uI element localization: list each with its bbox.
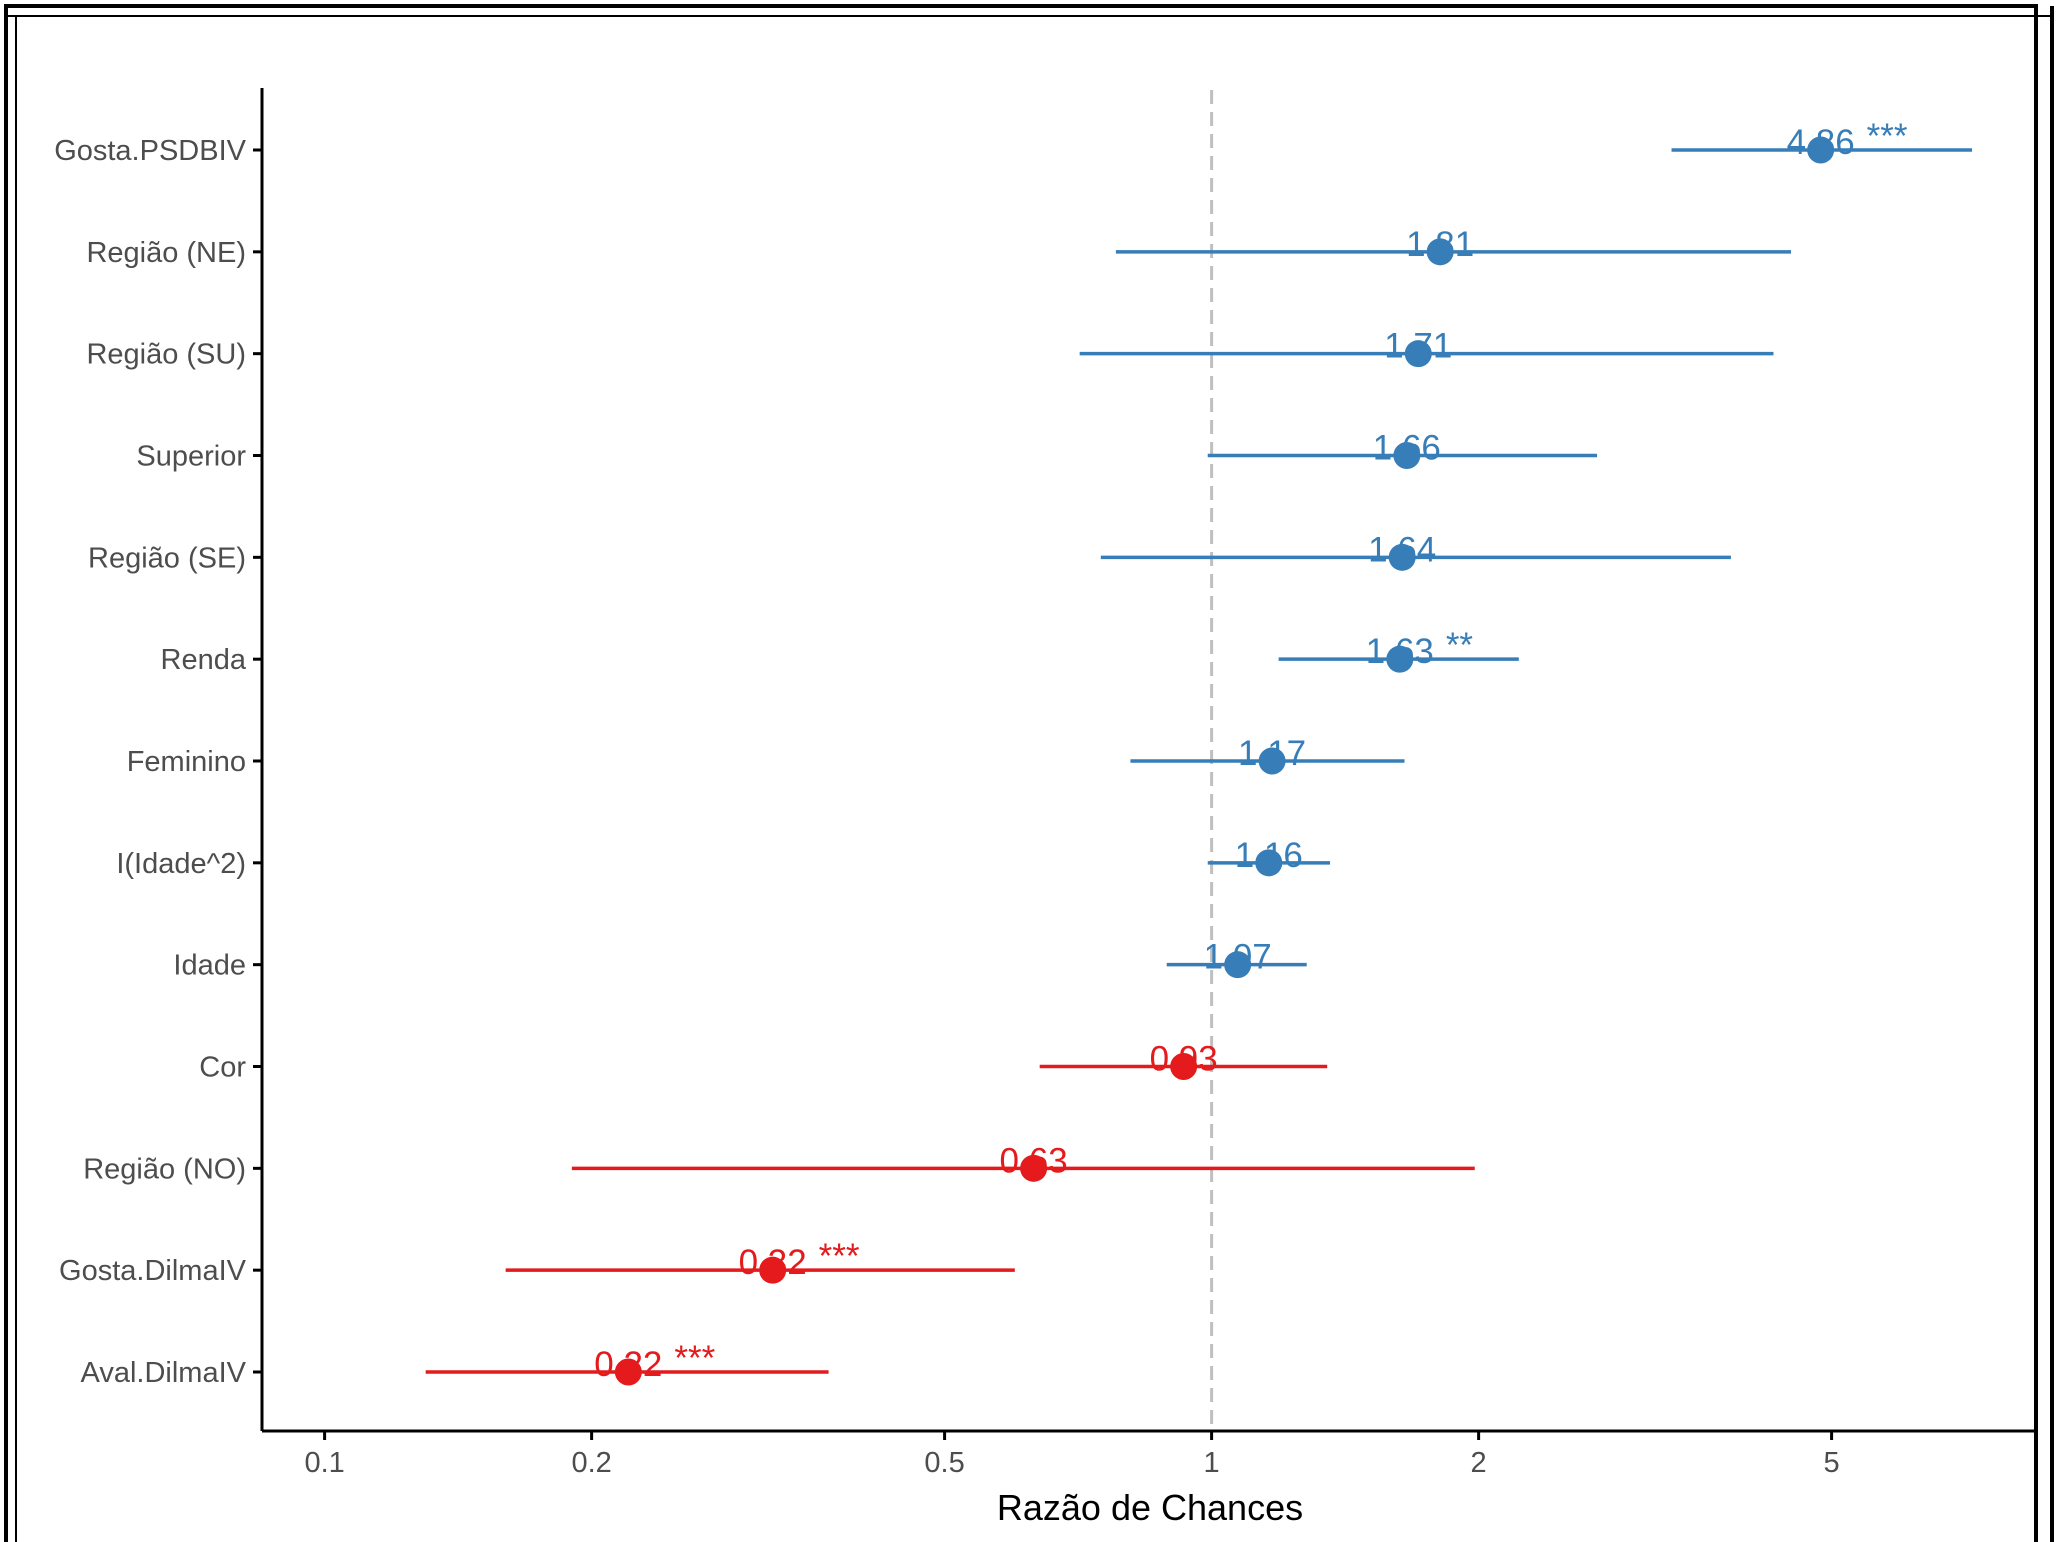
estimate-point <box>1807 136 1835 164</box>
estimate-point <box>1388 543 1416 571</box>
y-tick-label: Gosta.DilmaIV <box>59 1255 247 1287</box>
significance-stars: ** <box>1446 626 1474 665</box>
value-label: 1.17 <box>1238 734 1306 773</box>
x-tick-label: 5 <box>1824 1447 1840 1479</box>
estimate-point <box>1258 747 1286 775</box>
value-label: 0.22 <box>594 1345 662 1384</box>
figure-border <box>4 4 2038 1542</box>
y-tick-label: Região (SU) <box>86 339 246 371</box>
significance-stars: *** <box>1867 117 1908 156</box>
value-label: 1.71 <box>1384 327 1452 366</box>
x-tick-label: 2 <box>1471 1447 1487 1479</box>
value-label: 1.07 <box>1204 938 1272 977</box>
x-tick-label: 1 <box>1204 1447 1220 1479</box>
y-tick-label: Feminino <box>127 746 246 778</box>
value-label: 1.16 <box>1235 836 1303 875</box>
value-label: 0.93 <box>1150 1040 1218 1079</box>
x-tick-label: 0.1 <box>304 1447 344 1479</box>
rows-layer <box>425 136 1973 1386</box>
estimate-point <box>1426 238 1454 266</box>
value-label: 4.86 <box>1787 123 1855 162</box>
significance-stars: *** <box>819 1237 860 1276</box>
y-tick-label: Região (NE) <box>86 237 246 269</box>
x-tick-label: 0.2 <box>571 1447 611 1479</box>
x-tick-label: 0.5 <box>924 1447 964 1479</box>
y-tick-label: Cor <box>199 1052 246 1084</box>
y-tick-label: Renda <box>161 644 247 676</box>
estimate-point <box>1255 849 1283 877</box>
y-tick-label: Gosta.PSDBIV <box>54 135 246 167</box>
y-tick-label: Idade <box>173 950 246 982</box>
estimate-point <box>1170 1053 1198 1080</box>
value-label: 0.32 <box>739 1243 807 1282</box>
y-tick-label: I(Idade^2) <box>116 848 246 880</box>
estimate-point <box>1020 1154 1048 1182</box>
y-tick-label: Superior <box>136 441 246 473</box>
y-tick-label: Aval.DilmaIV <box>81 1357 247 1389</box>
y-tick-label: Região (NO) <box>83 1153 246 1185</box>
x-axis-ticks: 0.1 0.2 0.5 1 2 5 <box>304 1431 1840 1479</box>
value-labels-layer: 4.86 *** 1.81 1.71 1.66 1.64 1.63 ** 1.17 1.16 1.0… <box>594 117 1908 1384</box>
x-axis-title: Razão de Chances <box>997 1487 1303 1528</box>
estimate-point <box>1393 442 1421 469</box>
value-label: 1.81 <box>1406 225 1474 264</box>
value-label: 1.64 <box>1368 530 1436 569</box>
estimate-point <box>1224 951 1252 979</box>
significance-stars: *** <box>674 1339 715 1378</box>
estimate-point <box>1386 645 1414 673</box>
y-tick-label: Região (SE) <box>88 542 246 574</box>
estimate-point <box>614 1358 642 1386</box>
estimate-point <box>1404 340 1432 368</box>
value-label: 1.66 <box>1373 429 1441 468</box>
value-label: 0.63 <box>1000 1141 1068 1180</box>
y-axis-ticks: Gosta.PSDBIV Região (NE) Região (SU) Superi… <box>54 135 262 1389</box>
value-label: 1.63 <box>1366 632 1434 671</box>
estimate-point <box>759 1256 787 1284</box>
